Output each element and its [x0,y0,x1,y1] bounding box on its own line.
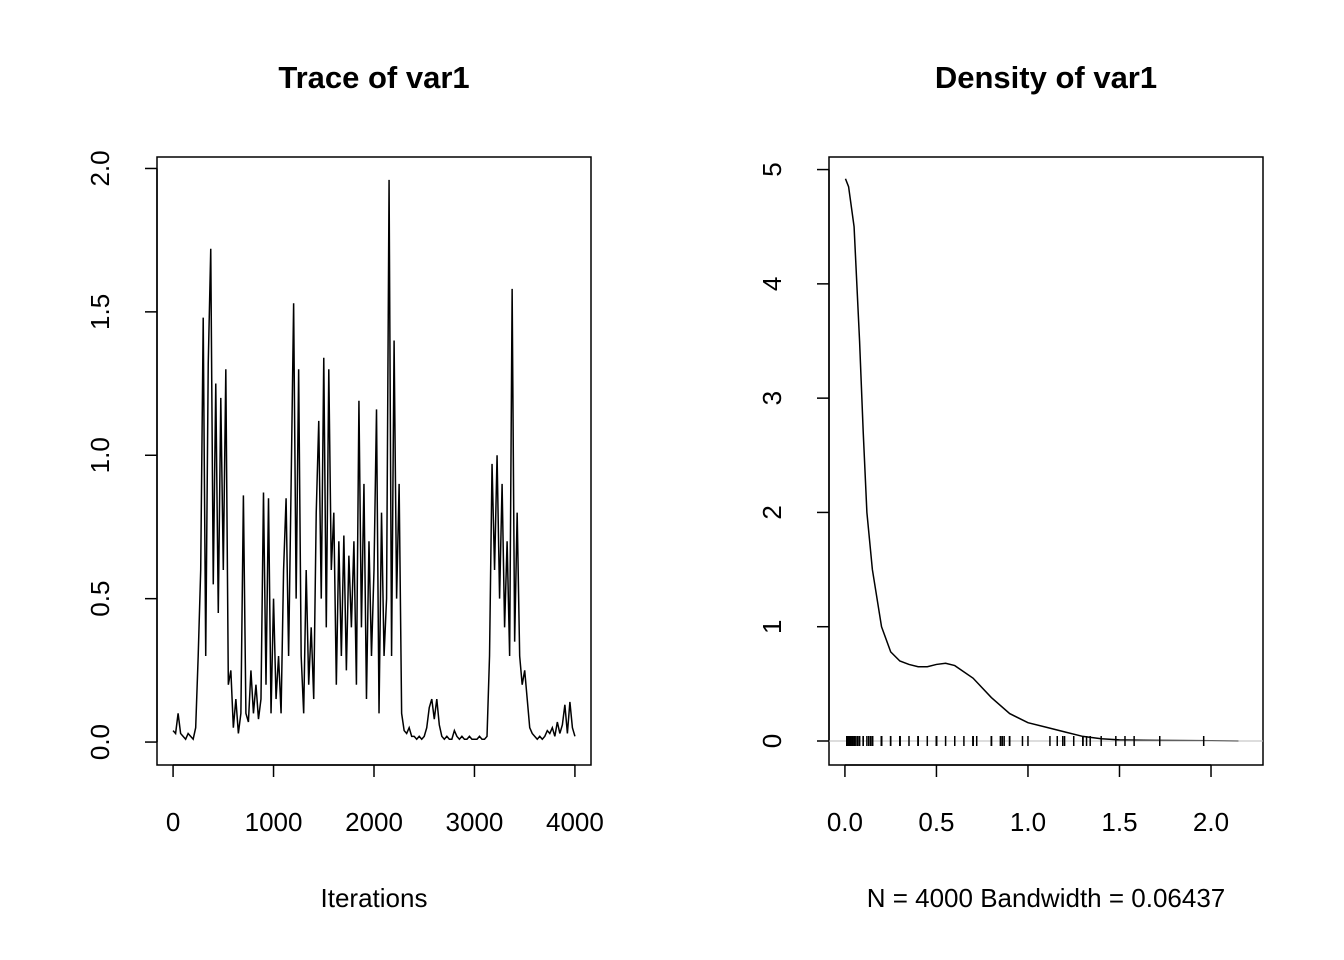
chart-title: Density of var1 [935,60,1157,95]
x-tick-label: 2.0 [1193,807,1229,837]
y-tick-label: 5 [757,162,787,176]
x-tick-label: 0 [166,807,180,837]
x-tick-label: 1000 [245,807,303,837]
plot-box [828,156,1264,766]
data-line [844,178,1239,742]
y-tick-label: 1.0 [85,437,115,473]
x-axis-label: Iterations [321,883,428,913]
y-tick-label: 1 [757,619,787,633]
y-tick-label: 3 [757,391,787,405]
x-tick-label: 4000 [546,807,604,837]
x-tick-label: 0.5 [918,807,954,837]
y-tick-label: 0.5 [85,581,115,617]
x-tick-label: 1.5 [1101,807,1137,837]
y-tick-label: 2 [757,505,787,519]
y-tick-label: 4 [757,277,787,291]
y-tick-label: 2.0 [85,150,115,186]
x-axis-label: N = 4000 Bandwidth = 0.06437 [867,883,1226,913]
chart-title: Trace of var1 [278,60,469,95]
x-tick-label: 3000 [446,807,504,837]
x-tick-label: 0.0 [827,807,863,837]
x-tick-label: 2000 [345,807,403,837]
y-tick-label: 0.0 [85,724,115,760]
y-tick-label: 0 [757,734,787,748]
data-line [172,179,576,741]
y-tick-label: 1.5 [85,294,115,330]
x-tick-label: 1.0 [1010,807,1046,837]
